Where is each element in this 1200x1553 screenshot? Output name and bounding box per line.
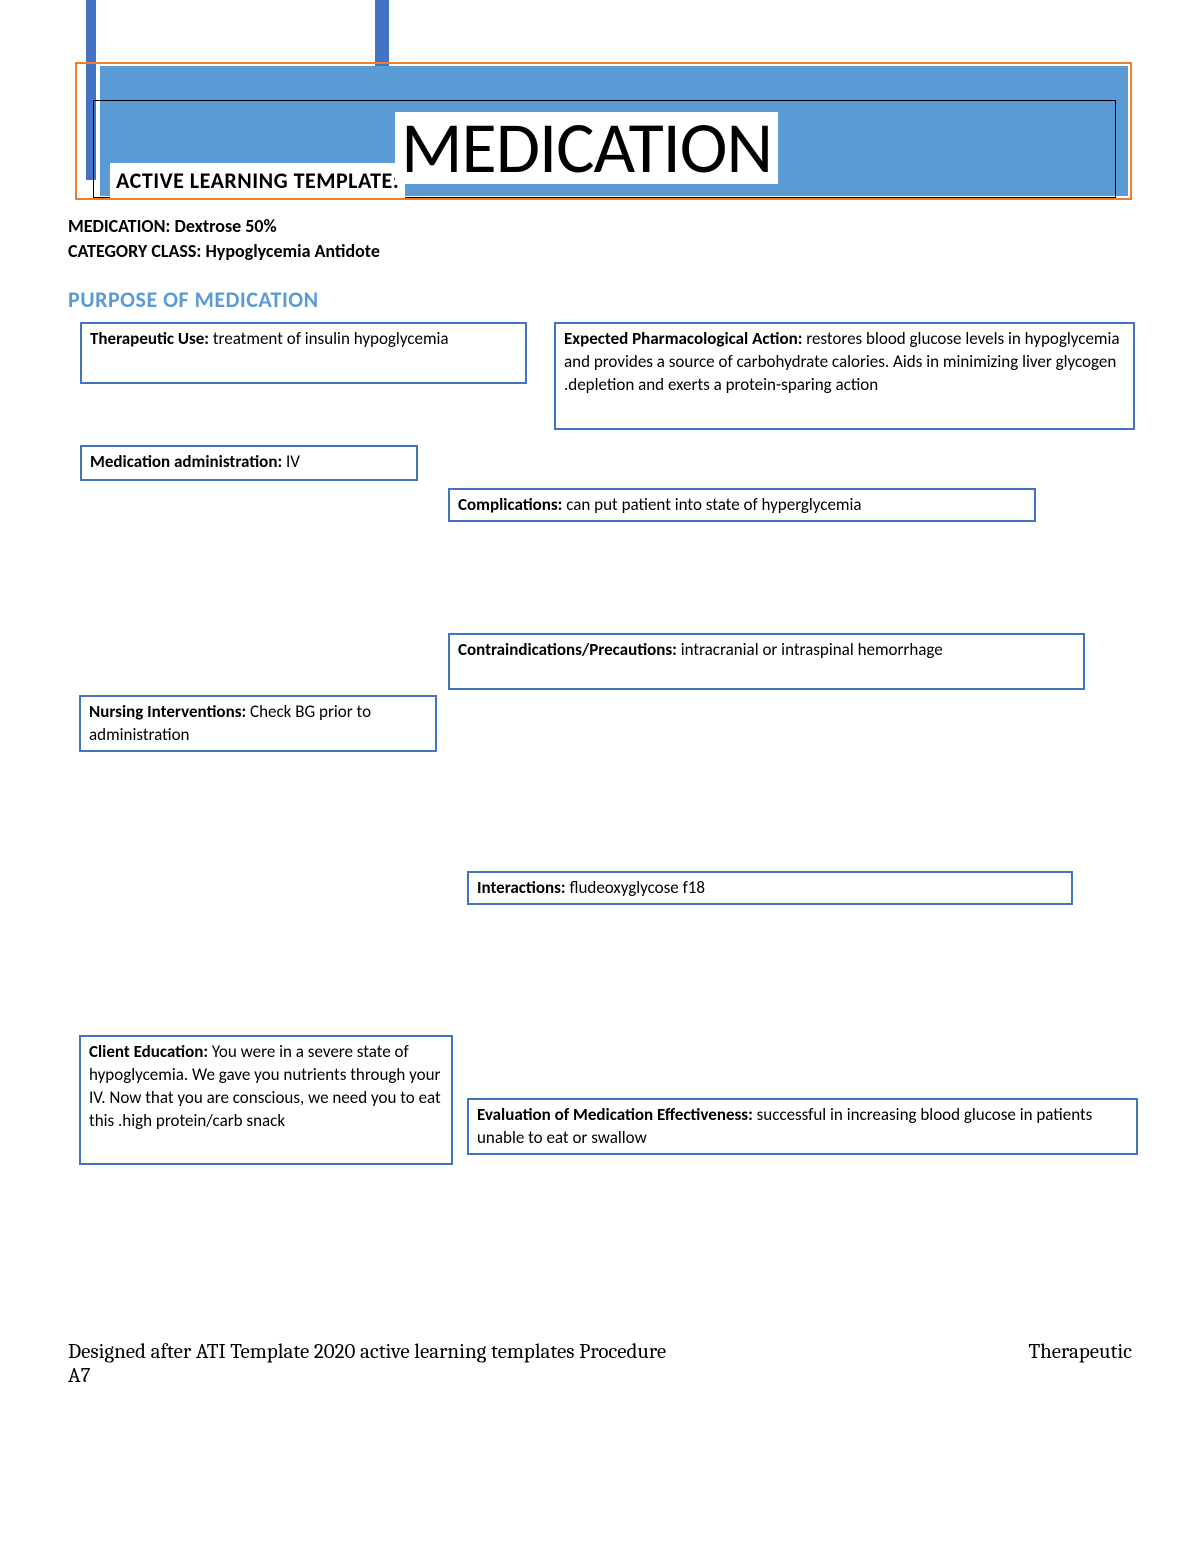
category-meta-label: CATEGORY CLASS: bbox=[68, 240, 201, 262]
nursing-box: Nursing Interventions: Check BG prior to… bbox=[79, 695, 437, 752]
medication-meta: MEDICATION: Dextrose 50% bbox=[68, 215, 277, 237]
therapeutic-use-label: Therapeutic Use: bbox=[90, 328, 209, 349]
template-label-box: ACTIVE LEARNING TEMPLATE: bbox=[110, 163, 405, 198]
client-education-label: Client Education: bbox=[89, 1041, 208, 1062]
template-label-text: ACTIVE LEARNING TEMPLATE: bbox=[116, 167, 399, 194]
contraindications-text: intracranial or intraspinal hemorrhage bbox=[681, 639, 943, 660]
pharma-action-label: Expected Pharmacological Action: bbox=[564, 328, 802, 349]
contraindications-box: Contraindications/Precautions: intracran… bbox=[448, 633, 1085, 690]
administration-text: IV bbox=[286, 451, 300, 472]
category-meta-value: Hypoglycemia Antidote bbox=[205, 240, 379, 262]
administration-label: Medication administration: bbox=[90, 451, 282, 472]
therapeutic-use-text: treatment of insulin hypoglycemia bbox=[213, 328, 449, 349]
footer-right: Therapeutic bbox=[1028, 1340, 1132, 1364]
medication-title-box: MEDICATION bbox=[395, 112, 778, 184]
complications-text: can put patient into state of hyperglyce… bbox=[566, 494, 861, 515]
evaluation-label: Evaluation of Medication Effectiveness: bbox=[477, 1104, 753, 1125]
footer-left: Designed after ATI Template 2020 active … bbox=[68, 1340, 688, 1388]
interactions-box: Interactions: fludeoxyglycose f18 bbox=[467, 871, 1073, 905]
medication-meta-value: Dextrose 50% bbox=[174, 215, 276, 237]
medication-title-text: MEDICATION bbox=[401, 104, 772, 192]
nursing-label: Nursing Interventions: bbox=[89, 701, 246, 722]
interactions-label: Interactions: bbox=[477, 877, 566, 898]
interactions-text: fludeoxyglycose f18 bbox=[569, 877, 705, 898]
contraindications-label: Contraindications/Precautions: bbox=[458, 639, 677, 660]
administration-box: Medication administration: IV bbox=[80, 445, 418, 481]
client-education-box: Client Education: You were in a severe s… bbox=[79, 1035, 453, 1165]
category-meta: CATEGORY CLASS: Hypoglycemia Antidote bbox=[68, 240, 380, 262]
complications-box: Complications: can put patient into stat… bbox=[448, 488, 1036, 522]
therapeutic-use-box: Therapeutic Use: treatment of insulin hy… bbox=[80, 322, 527, 384]
section-title: PURPOSE OF MEDICATION bbox=[68, 286, 319, 313]
pharma-action-box: Expected Pharmacological Action: restore… bbox=[554, 322, 1135, 430]
evaluation-box: Evaluation of Medication Effectiveness: … bbox=[467, 1098, 1138, 1155]
medication-meta-label: MEDICATION: bbox=[68, 215, 170, 237]
complications-label: Complications: bbox=[458, 494, 562, 515]
